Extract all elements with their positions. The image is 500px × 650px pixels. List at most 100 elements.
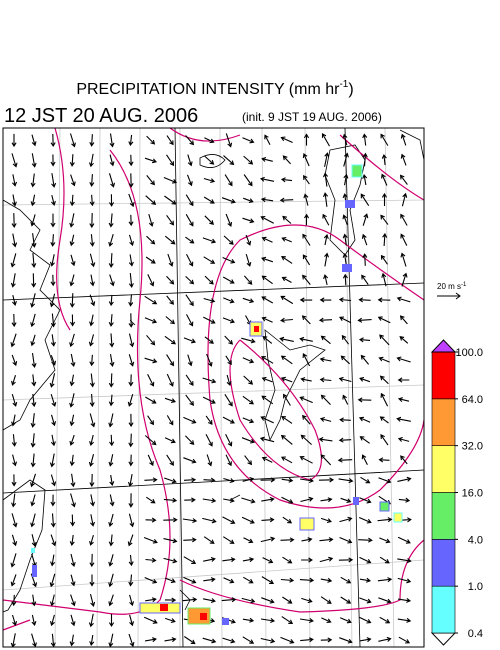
wind-arrow <box>203 256 216 264</box>
wind-arrow <box>128 633 135 648</box>
reference-vector <box>437 292 461 300</box>
wind-arrow <box>242 636 255 644</box>
wind-arrow <box>396 296 411 303</box>
wind-arrow <box>69 274 75 287</box>
wind-arrow <box>164 437 176 444</box>
wind-arrow <box>128 554 134 567</box>
wind-arrow <box>89 274 95 287</box>
wind-arrow <box>358 297 371 303</box>
wind-arrow <box>69 333 75 348</box>
wind-arrow <box>49 254 55 267</box>
wind-arrow <box>400 455 408 465</box>
wind-arrow <box>128 493 134 508</box>
wind-arrow <box>12 233 18 248</box>
wind-arrow <box>31 594 37 607</box>
wind-arrow <box>319 357 332 363</box>
wind-arrow <box>30 494 36 507</box>
wind-arrow <box>301 557 313 563</box>
wind-arrow <box>241 597 256 604</box>
wind-arrow <box>302 274 311 285</box>
wind-arrow <box>222 637 236 644</box>
wind-arrow <box>283 393 291 406</box>
wind-arrow <box>280 317 293 323</box>
wind-arrow <box>128 134 134 147</box>
colorbar-label: 4.0 <box>468 534 483 546</box>
wind-arrow <box>243 576 254 584</box>
wind-arrow <box>397 558 412 564</box>
wind-arrow <box>203 316 216 324</box>
wind-arrow <box>11 493 17 508</box>
wind-arrow <box>109 333 115 348</box>
wind-arrow <box>242 357 255 364</box>
wind-arrow <box>185 135 195 146</box>
wind-arrow <box>109 474 115 487</box>
wind-arrow <box>261 296 274 304</box>
wind-arrow <box>30 433 36 448</box>
wind-arrow <box>260 356 274 364</box>
wind-arrow <box>380 434 389 446</box>
wind-arrow <box>322 213 330 226</box>
wind-arrow <box>203 536 215 544</box>
wind-arrow <box>303 193 309 206</box>
wind-arrow <box>31 534 37 547</box>
wind-arrow <box>241 497 256 504</box>
wind-arrow <box>49 594 55 607</box>
wind-arrow <box>70 614 76 627</box>
wind-arrow <box>339 536 353 544</box>
wind-arrow <box>281 276 292 283</box>
wind-arrow <box>183 337 196 344</box>
reference-text: 20 m s <box>437 282 461 291</box>
wind-arrow <box>30 513 36 528</box>
wind-arrow <box>381 192 387 206</box>
wind-arrow <box>166 154 175 167</box>
wind-arrow <box>89 212 95 229</box>
wind-arrow <box>50 313 56 328</box>
wind-arrow <box>128 294 134 307</box>
wind-arrow <box>70 493 76 508</box>
wind-arrow <box>226 374 232 387</box>
wind-arrow <box>357 317 372 323</box>
colorbar-label: 16.0 <box>462 488 483 500</box>
rain-cell <box>393 512 403 523</box>
colorbar-label: 32.0 <box>462 441 483 453</box>
wind-arrow <box>69 154 75 167</box>
wind-arrow <box>89 494 96 507</box>
wind-arrow <box>31 374 37 387</box>
wind-arrow <box>360 193 370 206</box>
wind-arrow <box>243 537 254 544</box>
wind-arrow <box>143 536 158 544</box>
wind-arrow <box>399 174 408 185</box>
wind-arrow <box>51 194 56 206</box>
wind-arrow <box>361 274 369 285</box>
wind-arrow <box>320 394 331 405</box>
wind-arrow <box>11 414 17 427</box>
rain-cell <box>222 618 229 625</box>
wind-arrow <box>145 496 156 504</box>
map-area <box>2 127 425 648</box>
wind-arrow <box>11 393 18 407</box>
wind-arrow <box>343 152 349 167</box>
rain-cell <box>345 200 355 208</box>
wind-arrow <box>30 313 36 328</box>
wind-arrow <box>396 416 411 422</box>
wind-arrow <box>359 597 372 604</box>
wind-arrow <box>244 455 253 466</box>
wind-arrow <box>31 393 37 408</box>
wind-arrow <box>302 414 311 425</box>
rain-cell <box>32 565 37 577</box>
wind-arrow <box>242 395 254 405</box>
wind-arrow <box>108 173 116 188</box>
wind-arrow <box>144 157 158 164</box>
wind-arrow <box>31 273 37 288</box>
wind-arrow <box>358 516 372 524</box>
rain-cell <box>31 548 35 553</box>
wind-arrow <box>358 416 371 423</box>
wind-arrow <box>358 537 373 543</box>
wind-arrow <box>11 614 18 627</box>
wind-arrow <box>11 513 18 528</box>
wind-arrow <box>183 576 197 584</box>
wind-arrow <box>11 213 17 228</box>
wind-arrow <box>89 314 95 327</box>
